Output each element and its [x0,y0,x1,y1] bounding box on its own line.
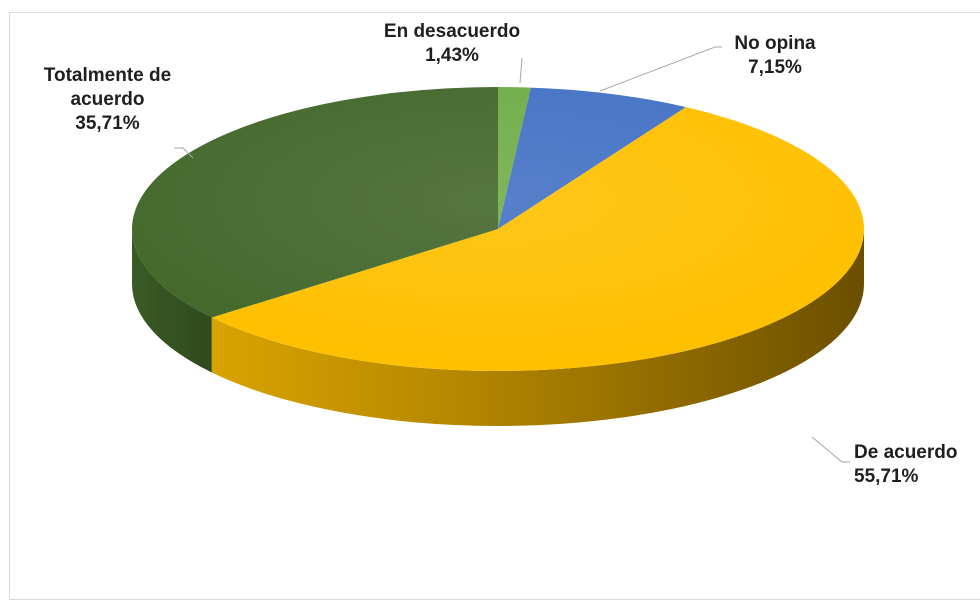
data-label-value: 7,15% [748,57,802,78]
data-label-de-acuerdo: De acuerdo 55,71% [854,441,980,489]
data-label-category: Totalmente de [43,65,172,86]
data-label-category: No opina [734,33,816,54]
data-label-category: acuerdo [70,89,145,110]
data-label-value: 35,71% [75,113,140,134]
data-label-totalmente-de-acuerdo: Totalmente de acuerdo 35,71% [20,64,195,136]
data-label-category: De acuerdo [854,442,958,463]
data-label-en-desacuerdo: En desacuerdo 1,43% [369,20,535,68]
leader-line-de-acuerdo [811,436,850,463]
leader-line-no-opina [599,46,722,92]
data-label-category: En desacuerdo [383,21,521,42]
data-label-value: 1,43% [425,45,479,66]
data-label-value: 55,71% [854,466,919,487]
leader-line-en-desacuerdo [519,57,523,84]
leader-line-totalmente-de-acuerdo [174,147,194,159]
pie-slice-side-de-acuerdo [211,229,865,426]
pie-top-highlight [132,87,864,371]
data-label-no-opina: No opina 7,15% [715,32,835,80]
pie-slice-side-totalmente [132,229,212,373]
